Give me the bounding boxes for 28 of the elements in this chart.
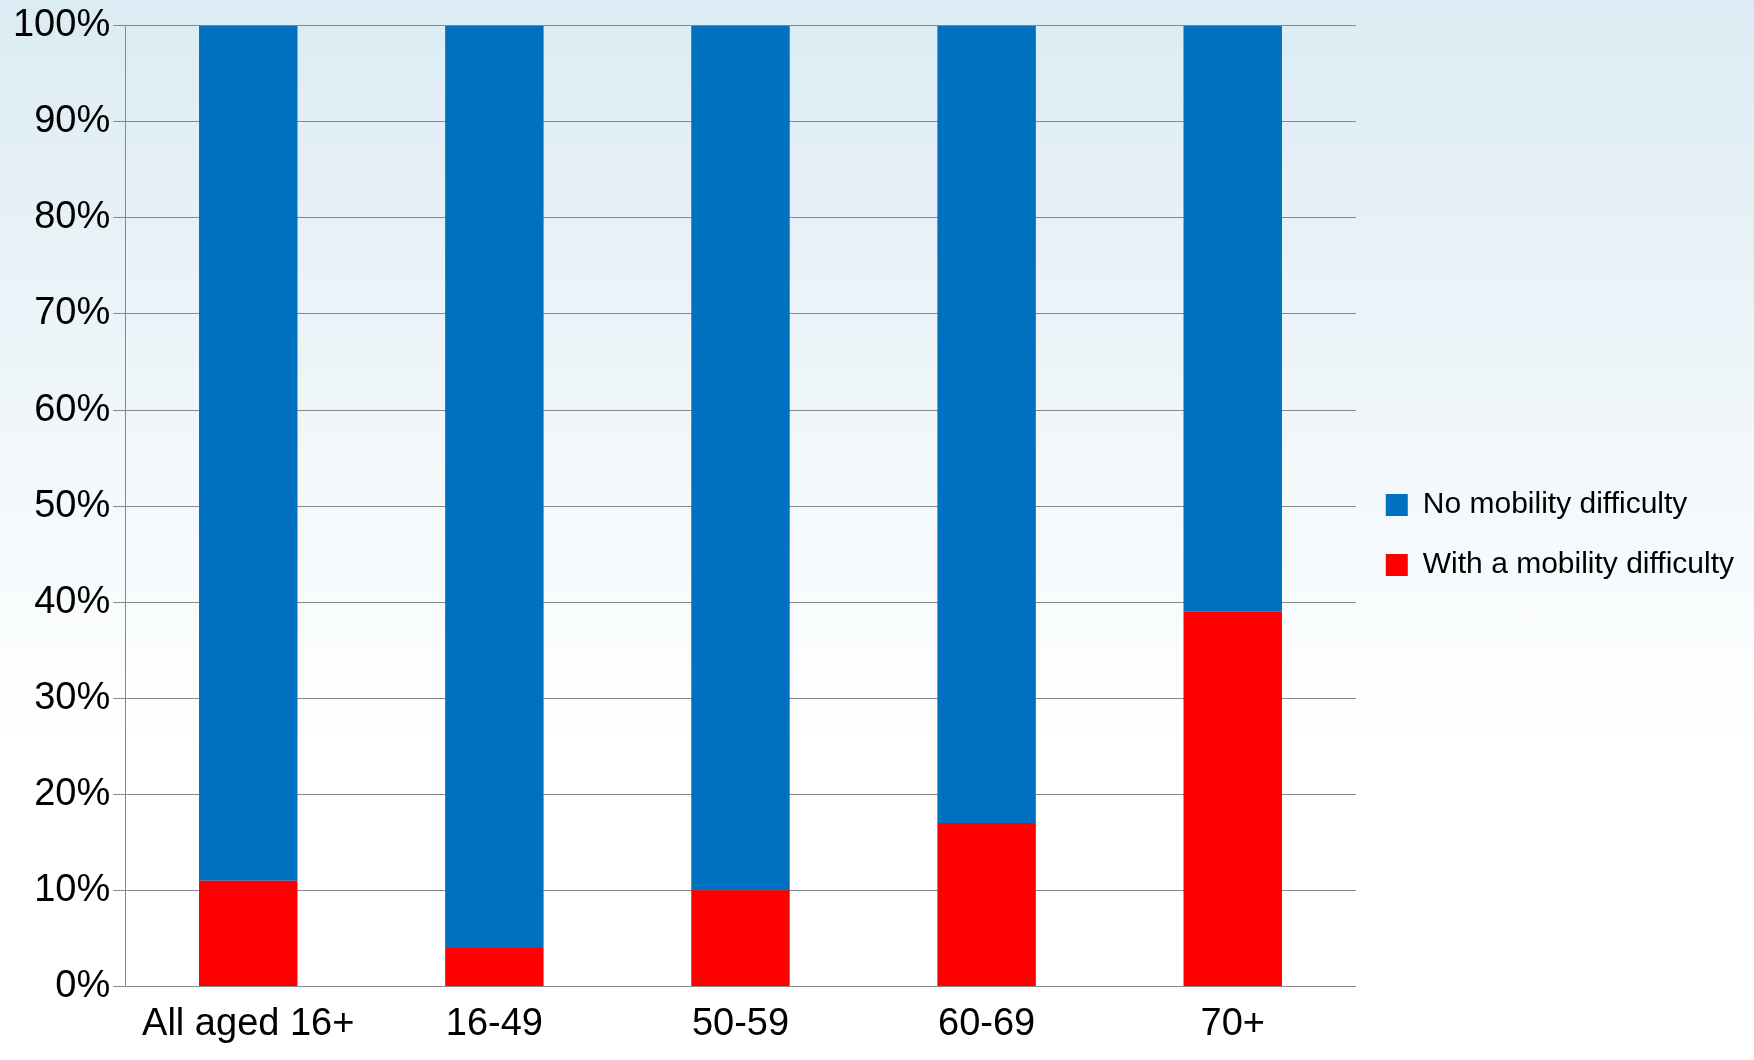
bar (691, 25, 790, 891)
y-tick-label: 60% (34, 386, 111, 429)
bar (937, 25, 1036, 824)
x-tick-label: 50-59 (691, 1000, 790, 1043)
bar (445, 25, 544, 948)
y-tick-label: 20% (34, 770, 111, 813)
y-tick-label: 80% (34, 194, 111, 237)
bar (445, 947, 544, 986)
x-tick-label: 60-69 (938, 1000, 1036, 1043)
y-tick-label: 0% (55, 962, 111, 1005)
y-tick-label: 100% (12, 2, 111, 45)
bar (937, 823, 1036, 986)
bar (199, 880, 298, 986)
bar (691, 890, 790, 986)
bar (199, 25, 298, 881)
y-tick-label: 70% (34, 290, 111, 333)
x-tick-label: 70+ (1200, 1000, 1265, 1043)
y-tick-label: 40% (34, 578, 111, 621)
x-tick-label: 16-49 (445, 1000, 543, 1043)
x-tick-label: All aged 16+ (142, 1000, 355, 1043)
legend-label: With a mobility difficulty (1422, 546, 1735, 580)
legend-label: No mobility difficulty (1422, 486, 1688, 520)
y-tick-label: 90% (34, 98, 111, 141)
bar (1183, 611, 1282, 986)
bar (1183, 25, 1282, 612)
y-tick-label: 30% (34, 674, 111, 717)
y-tick-label: 50% (34, 482, 111, 525)
y-tick-label: 10% (34, 866, 111, 909)
